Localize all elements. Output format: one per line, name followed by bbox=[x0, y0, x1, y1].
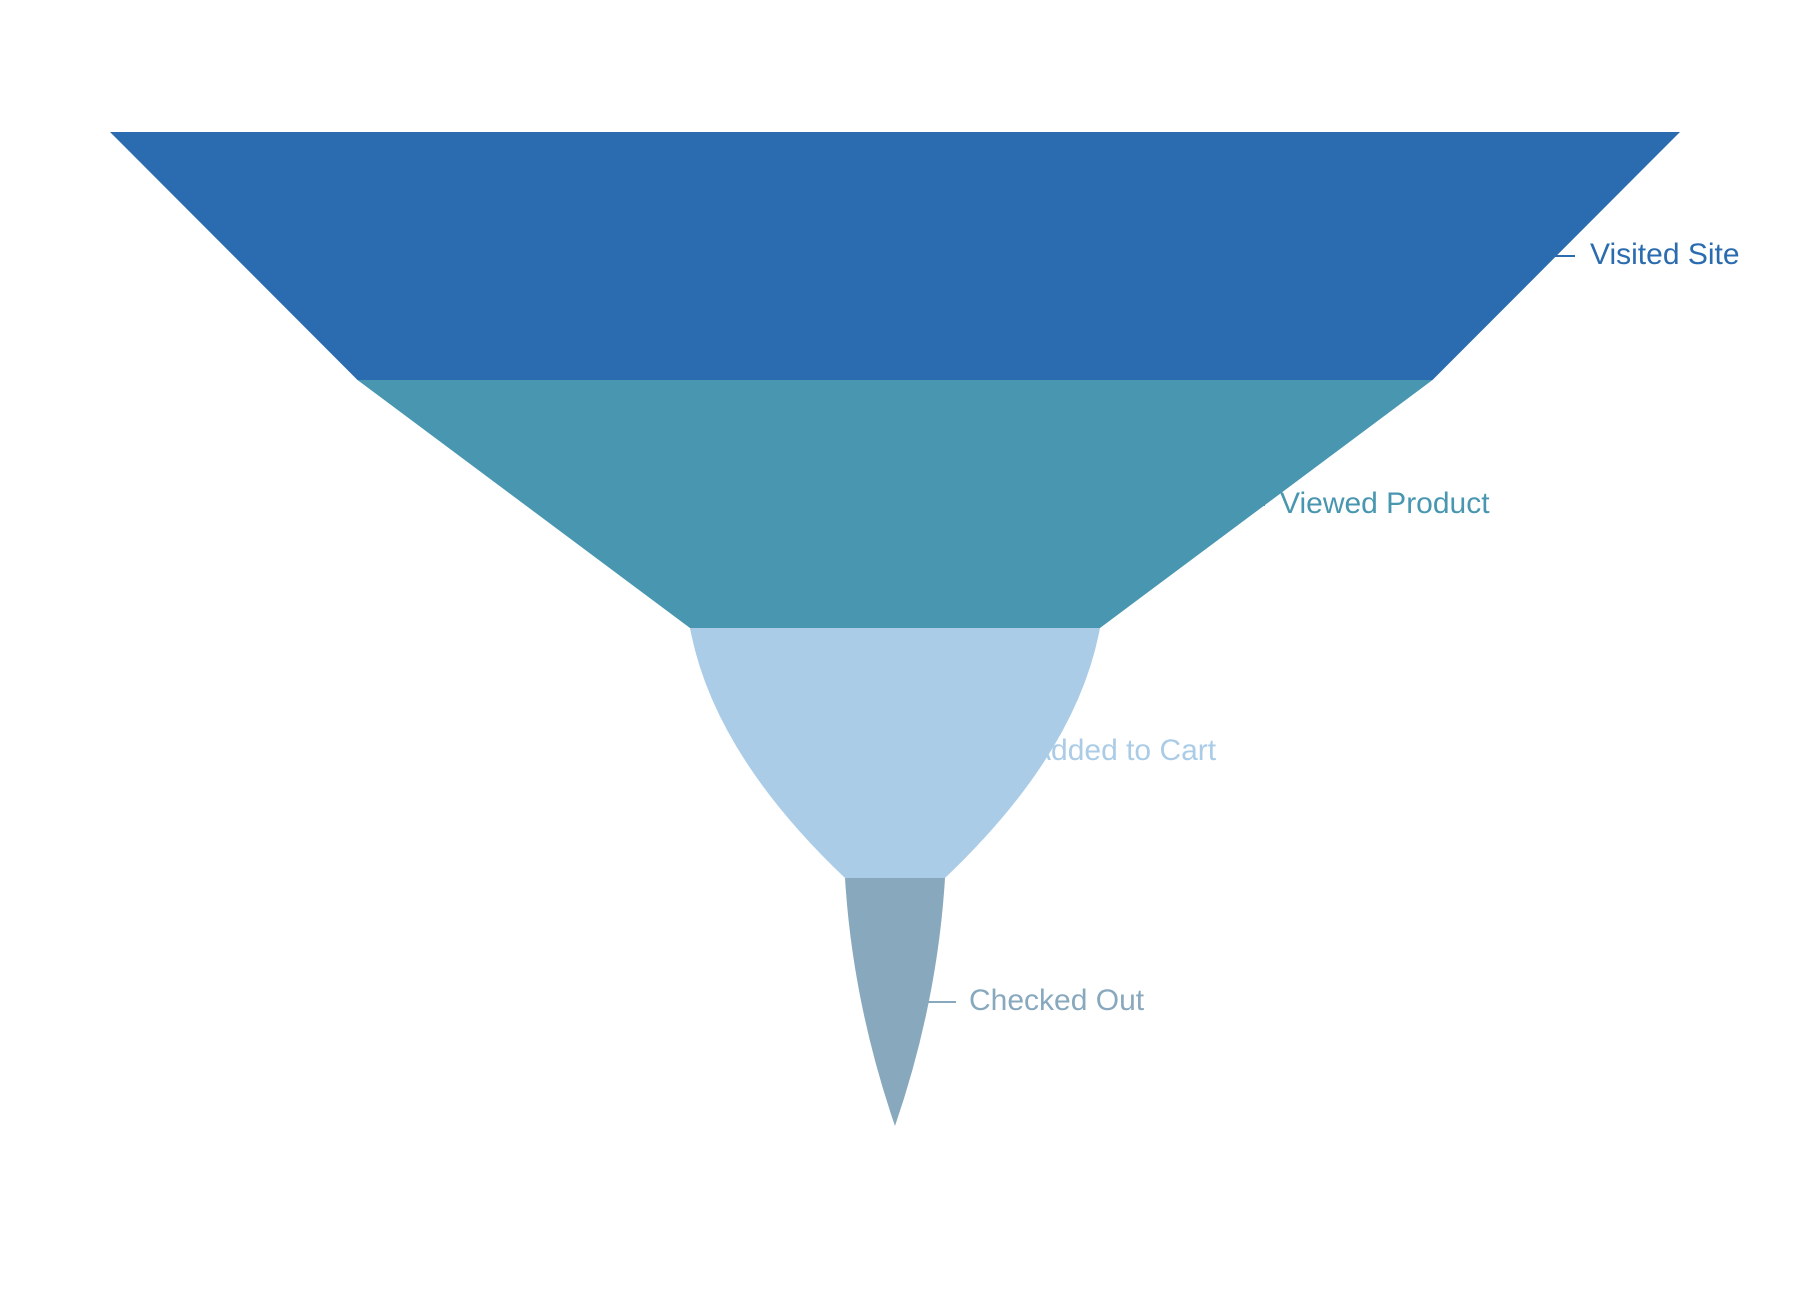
funnel-svg: Visited Site Viewed Product Added to Cart C… bbox=[0, 0, 1810, 1311]
funnel-chart: Visited Site Viewed Product Added to Cart C… bbox=[0, 0, 1810, 1311]
funnel-label-2: Added to Cart bbox=[1031, 734, 1217, 767]
funnel-label-0: Visited Site bbox=[1590, 238, 1740, 271]
funnel-segment-1 bbox=[358, 380, 1433, 628]
funnel-segment-0 bbox=[110, 132, 1680, 380]
funnel-label-3: Checked Out bbox=[969, 984, 1145, 1017]
funnel-label-1: Viewed Product bbox=[1280, 487, 1490, 520]
